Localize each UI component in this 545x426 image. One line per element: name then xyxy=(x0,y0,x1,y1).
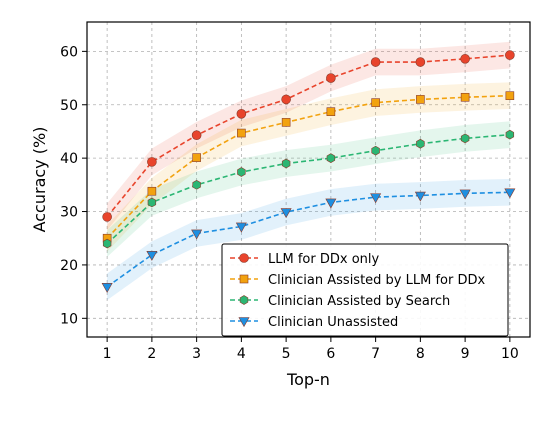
point-llm-for-ddx-only xyxy=(370,57,381,67)
legend: LLM for DDx only Clinician Assisted by LL… xyxy=(221,243,509,337)
point-clinician-assisted-by-llm-for-ddx xyxy=(147,186,157,196)
point-clinician-assisted-by-search xyxy=(102,238,112,249)
grid xyxy=(87,22,530,337)
point-clinician-unassisted xyxy=(191,229,203,240)
x-tick-label: 8 xyxy=(416,346,425,362)
line-llm-for-ddx-only xyxy=(106,54,510,218)
y-tick-label: 50 xyxy=(60,98,78,114)
band-clinician-assisted-by-search xyxy=(107,121,510,257)
point-clinician-assisted-by-search xyxy=(147,197,157,208)
x-tick-label: 10 xyxy=(501,346,519,362)
x-axis-title: Top-n xyxy=(286,370,330,389)
point-clinician-assisted-by-llm-for-ddx xyxy=(281,118,291,127)
y-tick-label: 60 xyxy=(60,44,78,60)
legend-marker xyxy=(238,317,250,328)
point-clinician-assisted-by-llm-for-ddx xyxy=(505,91,515,100)
series-markers xyxy=(101,50,516,293)
point-clinician-unassisted xyxy=(146,250,158,261)
legend-marker xyxy=(239,253,249,263)
point-llm-for-ddx-only xyxy=(505,50,515,60)
x-tick-label: 6 xyxy=(326,346,335,362)
legend-label: LLM for DDx only xyxy=(268,252,379,267)
x-tick-label: 5 xyxy=(282,346,291,362)
y-axis-ticks: 10 20 30 40 50 60 xyxy=(60,44,87,327)
point-clinician-unassisted xyxy=(101,283,113,293)
point-llm-for-ddx-only xyxy=(102,212,112,222)
legend-box xyxy=(221,243,509,337)
x-tick-label: 7 xyxy=(371,346,380,362)
point-clinician-unassisted xyxy=(370,193,382,204)
point-clinician-assisted-by-llm-for-ddx xyxy=(416,95,425,104)
point-clinician-assisted-by-llm-for-ddx xyxy=(460,92,470,102)
y-tick-label: 40 xyxy=(60,151,78,167)
legend-label: Clinician Assisted by Search xyxy=(268,294,450,309)
point-clinician-unassisted xyxy=(325,198,337,209)
point-clinician-assisted-by-llm-for-ddx xyxy=(237,128,246,138)
point-clinician-assisted-by-llm-for-ddx xyxy=(326,107,336,116)
point-llm-for-ddx-only xyxy=(326,73,336,83)
x-axis-ticks: 1 2 3 4 5 6 7 8 9 10 xyxy=(103,337,519,362)
band-llm-for-ddx-only xyxy=(107,41,510,231)
point-clinician-unassisted xyxy=(235,222,247,233)
legend-marker xyxy=(239,295,249,305)
point-llm-for-ddx-only xyxy=(236,109,247,119)
point-llm-for-ddx-only xyxy=(281,94,291,105)
point-llm-for-ddx-only xyxy=(191,130,202,140)
x-tick-label: 9 xyxy=(461,346,470,362)
y-tick-label: 10 xyxy=(60,311,78,327)
x-tick-label: 3 xyxy=(192,346,201,362)
plot-frame xyxy=(86,21,531,338)
point-clinician-unassisted xyxy=(504,188,516,199)
line-clinician-assisted-by-llm-for-ddx xyxy=(106,94,510,239)
legend-marker xyxy=(239,274,249,284)
point-clinician-unassisted xyxy=(280,208,292,219)
point-clinician-assisted-by-search xyxy=(281,158,291,169)
y-tick-label: 30 xyxy=(60,205,78,221)
x-tick-label: 2 xyxy=(147,346,156,362)
y-tick-label: 20 xyxy=(60,258,78,274)
point-clinician-unassisted xyxy=(459,189,471,200)
line-clinician-unassisted xyxy=(106,191,510,288)
point-llm-for-ddx-only xyxy=(460,54,470,64)
point-clinician-assisted-by-search xyxy=(371,145,380,156)
point-clinician-assisted-by-llm-for-ddx xyxy=(371,98,380,107)
line-clinician-assisted-by-search xyxy=(106,133,510,245)
point-clinician-assisted-by-search xyxy=(326,153,336,163)
series-lines xyxy=(106,54,510,288)
legend-label: Clinician Unassisted xyxy=(268,315,398,330)
point-llm-for-ddx-only xyxy=(415,57,426,67)
point-clinician-assisted-by-search xyxy=(460,133,470,144)
point-llm-for-ddx-only xyxy=(147,157,157,167)
point-clinician-assisted-by-llm-for-ddx xyxy=(192,153,201,162)
point-clinician-assisted-by-search xyxy=(416,138,425,149)
y-axis-title: Accuracy (%) xyxy=(30,127,49,233)
point-clinician-unassisted xyxy=(414,191,426,202)
point-clinician-assisted-by-search xyxy=(192,179,201,190)
x-tick-label: 1 xyxy=(103,346,112,362)
x-tick-label: 4 xyxy=(237,346,246,362)
band-clinician-assisted-by-llm-for-ddx xyxy=(107,82,510,252)
point-clinician-assisted-by-search xyxy=(237,167,246,177)
point-clinician-assisted-by-search xyxy=(505,129,515,140)
legend-label: Clinician Assisted by LLM for DDx xyxy=(268,273,485,288)
